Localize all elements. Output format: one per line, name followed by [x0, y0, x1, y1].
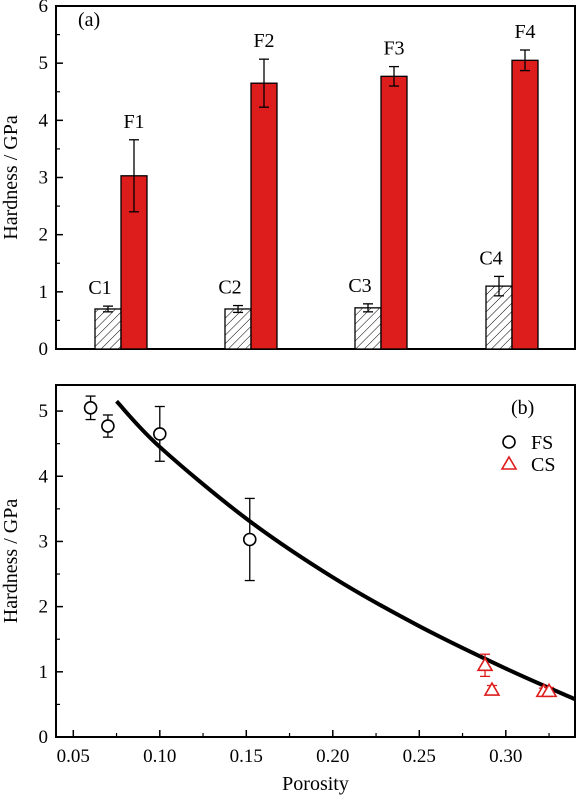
y-tick-label: 2: [39, 225, 49, 246]
y-tick-label: 1: [39, 662, 49, 683]
panel-b-label: (b): [511, 397, 534, 419]
y-tick-label: 2: [39, 597, 49, 618]
legend-cs-marker: [500, 455, 518, 470]
panel-a-bars: C1 F1 C2 F2 C3 F3 C4 F4: [88, 21, 539, 350]
y-tick-label: 5: [39, 401, 49, 422]
x-tick-label: 0.20: [316, 746, 349, 767]
y-tick-label: 0: [39, 727, 49, 748]
y-tick-label: 3: [39, 531, 49, 552]
fine-bar-label: F1: [123, 111, 144, 133]
y-tick-label: 3: [39, 168, 49, 189]
panel-b-points: [83, 395, 558, 698]
y-tick-label: 0: [39, 339, 49, 360]
y-tick-label: 4: [39, 110, 49, 131]
panel-b: (b) Hardness / GPa Porosity 0 1 2 3 4 5 0.05 0.…: [0, 384, 576, 795]
y-tick-label: 6: [39, 0, 49, 17]
fine-bar-label: F3: [383, 38, 404, 60]
panel-b-ticks: 0 1 2 3 4 5 0.05 0.10 0.15 0.20 0.25 0.30: [39, 401, 550, 767]
y-tick-label: 5: [39, 53, 49, 74]
fine-bar-label: F2: [253, 30, 274, 52]
panel-b-frame: [55, 384, 576, 738]
coarse-bar: [354, 307, 382, 350]
x-tick-label: 0.10: [143, 746, 176, 767]
panel-a-y-axis-label: Hardness / GPa: [0, 115, 22, 240]
coarse-bar-label: C2: [218, 277, 241, 299]
coarse-bar-label: C4: [479, 247, 502, 269]
x-tick-label: 0.30: [489, 746, 522, 767]
x-tick-label: 0.05: [57, 746, 90, 767]
fine-bar-label: F4: [514, 21, 535, 43]
panel-a-ticks: 0 1 2 3 4 5 6: [39, 0, 63, 360]
coarse-bar: [485, 285, 513, 350]
y-tick-label: 1: [39, 282, 49, 303]
fs-point: [153, 427, 167, 441]
panel-b-x-axis-label: Porosity: [282, 773, 349, 795]
legend-label: CS: [531, 454, 555, 476]
x-tick-label: 0.15: [230, 746, 263, 767]
fine-bar: [120, 175, 148, 350]
fine-bar: [380, 75, 408, 350]
y-tick-label: 4: [39, 466, 49, 487]
legend-label: FS: [531, 432, 553, 454]
coarse-bar-label: C3: [348, 275, 371, 297]
legend-fs-marker: [502, 435, 516, 449]
fs-point: [101, 419, 115, 433]
fs-point: [83, 401, 98, 415]
fs-point: [242, 532, 257, 547]
cs-point: [476, 656, 494, 672]
fit-curve-line: [115, 399, 576, 702]
panel-b-fit-curve: [115, 399, 576, 702]
coarse-bar-label: C1: [88, 277, 111, 299]
panel-b-y-axis-label: Hardness / GPa: [0, 499, 22, 624]
fine-bar: [250, 82, 278, 350]
coarse-bar: [224, 308, 252, 350]
x-tick-label: 0.25: [403, 746, 436, 767]
cs-point: [540, 682, 558, 698]
fine-bar: [511, 59, 539, 350]
panel-a-label: (a): [78, 9, 100, 31]
cs-point: [483, 681, 501, 696]
coarse-bar: [94, 308, 122, 350]
